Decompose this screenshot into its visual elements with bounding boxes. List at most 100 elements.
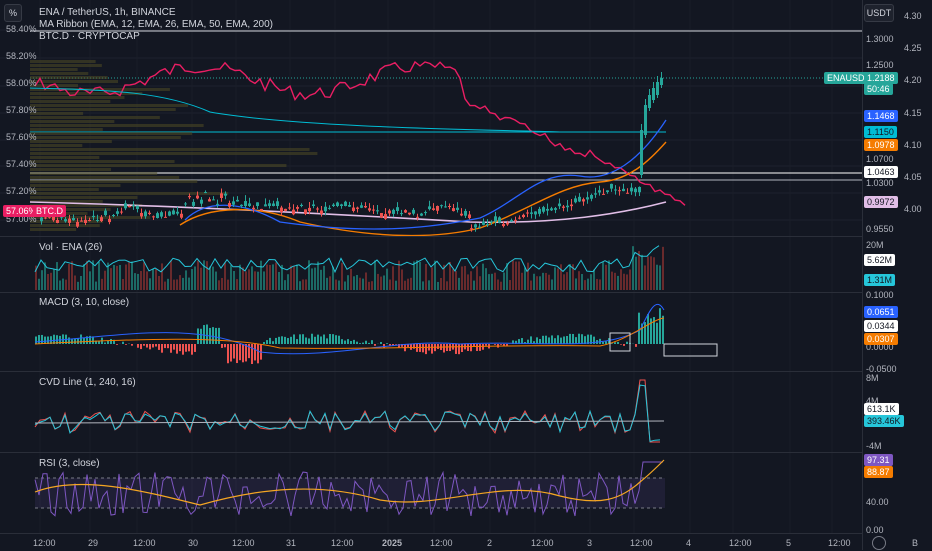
volume-bar xyxy=(611,272,613,290)
currency-button[interactable]: USDT xyxy=(864,4,894,22)
time-tick: 12:00 xyxy=(729,538,752,548)
candle-body xyxy=(284,209,287,211)
volume-bar xyxy=(623,274,625,290)
volume-bar xyxy=(224,263,226,290)
cvd-legend[interactable]: CVD Line (1, 240, 16) xyxy=(39,377,136,389)
volume-profile-bar xyxy=(30,72,88,75)
volume-profile-bar xyxy=(30,80,118,83)
volume-profile-bar xyxy=(30,96,124,99)
volume-bar xyxy=(368,282,370,290)
volume-bar xyxy=(185,270,187,290)
volume-bar xyxy=(110,268,112,290)
candle-body xyxy=(232,201,235,204)
candle-body xyxy=(264,204,267,206)
candle-body xyxy=(120,212,123,213)
macd-histogram-bar xyxy=(650,318,652,344)
volume-bar xyxy=(446,281,448,290)
pane-divider[interactable] xyxy=(0,371,862,372)
percent-scale-button[interactable]: % xyxy=(4,4,22,22)
volume-profile-bar xyxy=(30,64,102,67)
macd-histogram-bar xyxy=(530,336,532,344)
candle-body xyxy=(108,219,111,222)
ma-ribbon-legend[interactable]: MA Ribbon (EMA, 12, EMA, 26, EMA, 50, EM… xyxy=(39,19,273,31)
candle-body xyxy=(268,203,271,206)
macd-histogram-bar xyxy=(659,308,661,344)
volume-bar xyxy=(68,264,70,290)
volume-bar xyxy=(437,282,439,290)
volume-bar xyxy=(419,262,421,290)
macd-legend[interactable]: MACD (3, 10, close) xyxy=(39,297,129,309)
candle-body xyxy=(192,202,195,206)
macd-histogram-bar xyxy=(332,334,334,344)
time-axis[interactable]: 12:00 29 12:00 30 12:00 31 12:00 2025 12… xyxy=(0,533,862,551)
volume-bar xyxy=(374,260,376,290)
macd-histogram-bar xyxy=(485,344,487,346)
pane-divider[interactable] xyxy=(0,236,862,237)
volume-bar xyxy=(188,278,190,290)
volume-bar xyxy=(248,269,250,290)
volume-bar xyxy=(50,273,52,290)
candle-body xyxy=(176,212,179,214)
macd-histogram-bar xyxy=(458,344,460,354)
rsi-legend[interactable]: RSI (3, close) xyxy=(39,458,100,470)
candle-body xyxy=(56,220,59,223)
cvd-zero-line xyxy=(35,421,664,423)
pane-divider[interactable] xyxy=(0,452,862,453)
volume-bar xyxy=(428,280,430,290)
candle-body xyxy=(40,218,43,222)
candle-body xyxy=(468,214,471,218)
time-tick: 30 xyxy=(188,538,198,548)
volume-bar xyxy=(125,265,127,290)
logo-b-icon[interactable]: B xyxy=(912,538,918,548)
candle-body xyxy=(300,205,303,206)
macd-histogram-bar xyxy=(647,314,649,344)
candle-body xyxy=(112,215,115,216)
macd-histogram-bar xyxy=(578,334,580,344)
settings-gear-icon[interactable] xyxy=(872,536,886,550)
ema12-label: 1.1468 xyxy=(864,110,898,122)
volume-bar xyxy=(155,269,157,290)
candle-body xyxy=(562,207,565,208)
volume-bar xyxy=(80,276,82,290)
candle-body xyxy=(526,213,529,214)
volume-bar xyxy=(584,280,586,290)
candle-body xyxy=(292,210,295,215)
volume-bar xyxy=(206,261,208,290)
volume-bar xyxy=(146,271,148,290)
volume-bar xyxy=(242,267,244,290)
volume-bar xyxy=(212,267,214,290)
volume-bar xyxy=(578,271,580,290)
time-tick: 5 xyxy=(786,538,791,548)
candle-body xyxy=(574,198,577,202)
time-tick: 12:00 xyxy=(133,538,156,548)
volume-bar xyxy=(560,264,562,290)
candle-body xyxy=(392,210,395,214)
btcd-legend[interactable]: BTC.D · CRYPTOCAP xyxy=(39,31,140,43)
macd-histogram-bar xyxy=(245,344,247,361)
volume-bar xyxy=(527,263,529,290)
candle-body xyxy=(522,215,525,217)
volume-bar xyxy=(548,275,550,290)
volume-bar xyxy=(551,279,553,290)
ema50-line xyxy=(180,142,666,236)
rsi-value-label: 97.31 xyxy=(864,454,893,466)
volume-bar xyxy=(518,261,520,290)
volume-bar xyxy=(599,279,601,290)
macd-histogram-bar xyxy=(191,344,193,355)
candle-body xyxy=(474,224,477,227)
volume-bar xyxy=(659,265,661,290)
volume-bar xyxy=(380,277,382,290)
volume-bar xyxy=(140,271,142,290)
price-axis-tick: 4.30 xyxy=(904,11,922,21)
volume-legend[interactable]: Vol · ENA (26) xyxy=(39,242,102,254)
pane-divider[interactable] xyxy=(0,292,862,293)
macd-signal-label: 0.0307 xyxy=(864,333,898,345)
volume-bar xyxy=(542,273,544,290)
candle-body xyxy=(440,205,443,206)
volume-bar xyxy=(533,274,535,290)
macd-histogram-bar xyxy=(314,337,316,344)
left-axis-tick: 57.20% xyxy=(6,186,37,196)
volume-bar xyxy=(86,261,88,290)
